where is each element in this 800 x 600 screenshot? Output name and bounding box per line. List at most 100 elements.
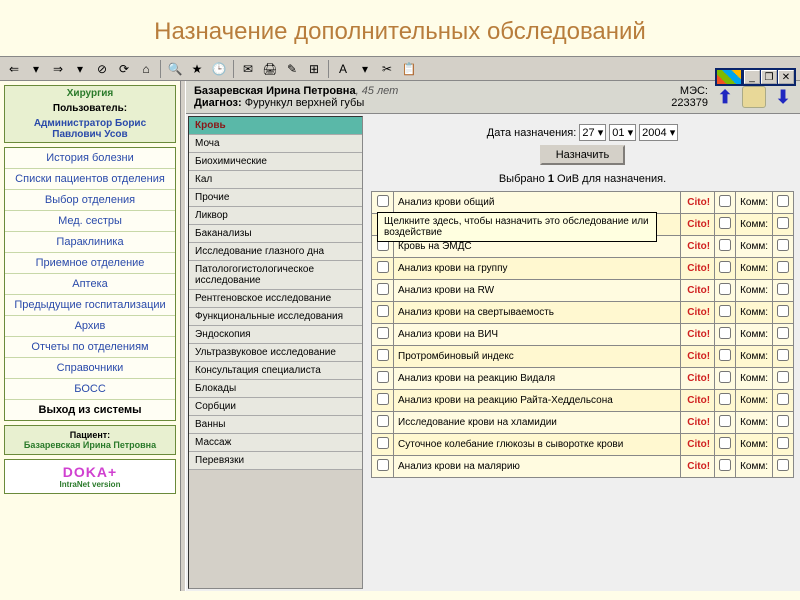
month-select[interactable]: 01 ▾ — [609, 124, 636, 141]
komm-checkbox[interactable] — [777, 393, 789, 405]
back-icon[interactable]: ⇐ — [4, 59, 24, 79]
nav-item[interactable]: Параклиника — [5, 232, 175, 253]
nav-item[interactable]: Аптека — [5, 274, 175, 295]
test-checkbox[interactable] — [377, 393, 389, 405]
category-item[interactable]: Прочие — [189, 189, 362, 207]
back-dropdown-icon[interactable]: ▾ — [26, 59, 46, 79]
category-item[interactable]: Рентгеновское исследование — [189, 290, 362, 308]
category-item[interactable]: Функциональные исследования — [189, 308, 362, 326]
cito-checkbox[interactable] — [719, 437, 731, 449]
category-item[interactable]: Сорбции — [189, 398, 362, 416]
cito-checkbox[interactable] — [719, 239, 731, 251]
komm-checkbox[interactable] — [777, 283, 789, 295]
assign-button[interactable]: Назначить — [540, 145, 626, 165]
close-button[interactable]: ✕ — [778, 70, 794, 84]
cito-checkbox[interactable] — [719, 371, 731, 383]
nav-item[interactable]: Выход из системы — [5, 400, 175, 420]
cito-checkbox[interactable] — [719, 393, 731, 405]
test-checkbox[interactable] — [377, 437, 389, 449]
category-item[interactable]: Баканализы — [189, 225, 362, 243]
toolbar-separator — [233, 60, 234, 78]
category-item[interactable]: Кровь — [189, 117, 362, 135]
edit-icon[interactable]: ✎ — [282, 59, 302, 79]
category-item[interactable]: Перевязки — [189, 452, 362, 470]
test-checkbox[interactable] — [377, 371, 389, 383]
logo-text: DOKA+ — [9, 464, 171, 480]
favorites-icon[interactable]: ★ — [187, 59, 207, 79]
nav-item[interactable]: История болезни — [5, 148, 175, 169]
nav-item[interactable]: Архив — [5, 316, 175, 337]
nav-item[interactable]: БОСС — [5, 379, 175, 400]
page-icon[interactable] — [742, 86, 766, 108]
category-item[interactable]: Моча — [189, 135, 362, 153]
komm-checkbox[interactable] — [777, 327, 789, 339]
cito-checkbox[interactable] — [719, 459, 731, 471]
category-item[interactable]: Биохимические — [189, 153, 362, 171]
discuss-icon[interactable]: ⊞ — [304, 59, 324, 79]
test-checkbox[interactable] — [377, 459, 389, 471]
maximize-button[interactable]: ❐ — [761, 70, 777, 84]
cito-checkbox[interactable] — [719, 283, 731, 295]
komm-checkbox[interactable] — [777, 459, 789, 471]
print-icon[interactable]: 🖨 — [260, 59, 280, 79]
font-icon[interactable]: A — [333, 59, 353, 79]
komm-checkbox[interactable] — [777, 305, 789, 317]
nav-item[interactable]: Справочники — [5, 358, 175, 379]
komm-checkbox[interactable] — [777, 195, 789, 207]
test-checkbox[interactable] — [377, 415, 389, 427]
komm-checkbox[interactable] — [777, 371, 789, 383]
komm-checkbox[interactable] — [777, 437, 789, 449]
category-item[interactable]: Эндоскопия — [189, 326, 362, 344]
category-item[interactable]: Кал — [189, 171, 362, 189]
komm-checkbox[interactable] — [777, 415, 789, 427]
category-item[interactable]: Массаж — [189, 434, 362, 452]
test-checkbox[interactable] — [377, 283, 389, 295]
komm-checkbox[interactable] — [777, 349, 789, 361]
year-select[interactable]: 2004 ▾ — [639, 124, 678, 141]
category-item[interactable]: Ультразвуковое исследование — [189, 344, 362, 362]
refresh-icon[interactable]: ⟳ — [114, 59, 134, 79]
minimize-button[interactable]: _ — [744, 70, 760, 84]
komm-checkbox[interactable] — [777, 217, 789, 229]
arrow-down-icon[interactable]: ⬇ — [774, 86, 792, 108]
category-item[interactable]: Исследование глазного дна — [189, 243, 362, 261]
cito-checkbox[interactable] — [719, 217, 731, 229]
cito-checkbox[interactable] — [719, 305, 731, 317]
stop-icon[interactable]: ⊘ — [92, 59, 112, 79]
komm-checkbox[interactable] — [777, 261, 789, 273]
forward-icon[interactable]: ⇒ — [48, 59, 68, 79]
test-checkbox[interactable] — [377, 195, 389, 207]
day-select[interactable]: 27 ▾ — [579, 124, 606, 141]
category-item[interactable]: Ликвор — [189, 207, 362, 225]
cito-checkbox[interactable] — [719, 327, 731, 339]
test-checkbox[interactable] — [377, 327, 389, 339]
category-item[interactable]: Консультация специалиста — [189, 362, 362, 380]
category-item[interactable]: Блокады — [189, 380, 362, 398]
cito-checkbox[interactable] — [719, 261, 731, 273]
home-icon[interactable]: ⌂ — [136, 59, 156, 79]
test-checkbox[interactable] — [377, 305, 389, 317]
test-checkbox[interactable] — [377, 261, 389, 273]
komm-checkbox[interactable] — [777, 239, 789, 251]
nav-item[interactable]: Мед. сестры — [5, 211, 175, 232]
cito-checkbox[interactable] — [719, 195, 731, 207]
arrow-up-icon[interactable]: ⬆ — [716, 86, 734, 108]
copy-icon[interactable]: 📋 — [399, 59, 419, 79]
cut-icon[interactable]: ✂ — [377, 59, 397, 79]
patient-name: Базаревская Ирина Петровна — [9, 440, 171, 450]
category-item[interactable]: Патологогистологическое исследование — [189, 261, 362, 290]
nav-item[interactable]: Списки пациентов отделения — [5, 169, 175, 190]
cito-checkbox[interactable] — [719, 349, 731, 361]
test-checkbox[interactable] — [377, 349, 389, 361]
mail-icon[interactable]: ✉ — [238, 59, 258, 79]
history-icon[interactable]: 🕒 — [209, 59, 229, 79]
nav-item[interactable]: Выбор отделения — [5, 190, 175, 211]
search-icon[interactable]: 🔍 — [165, 59, 185, 79]
forward-dropdown-icon[interactable]: ▾ — [70, 59, 90, 79]
nav-item[interactable]: Предыдущие госпитализации — [5, 295, 175, 316]
cito-checkbox[interactable] — [719, 415, 731, 427]
font-dropdown-icon[interactable]: ▾ — [355, 59, 375, 79]
category-item[interactable]: Ванны — [189, 416, 362, 434]
nav-item[interactable]: Приемное отделение — [5, 253, 175, 274]
nav-item[interactable]: Отчеты по отделениям — [5, 337, 175, 358]
